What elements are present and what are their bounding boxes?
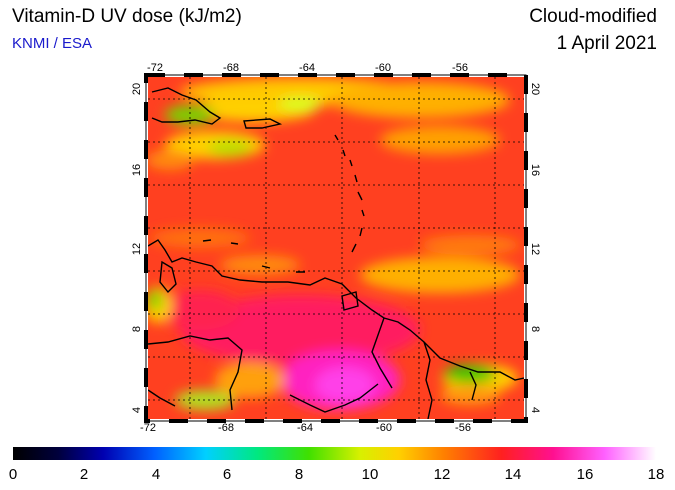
lon-tick-label: -68 [218, 422, 234, 434]
lat-tick-label: 8 [131, 326, 143, 332]
colorbar-label: 6 [222, 466, 232, 483]
colorbar-label: 16 [576, 466, 594, 483]
lat-axis-right: 20 16 12 8 4 [529, 83, 541, 413]
graticule [148, 77, 524, 419]
colorbar-label: 10 [361, 466, 379, 483]
colorbar-label: 12 [433, 466, 451, 483]
date-label: 1 April 2021 [556, 33, 657, 54]
lon-tick-label: -56 [452, 62, 468, 74]
credit-label: KNMI / ESA [12, 35, 93, 52]
product-label: Cloud-modified [529, 6, 657, 27]
colorbar-label: 4 [151, 466, 161, 483]
lat-tick-label: 20 [529, 83, 541, 95]
lon-tick-label: -56 [455, 422, 471, 434]
lon-tick-label: -64 [297, 422, 313, 434]
coastlines [148, 87, 524, 419]
lat-tick-label: 20 [131, 83, 143, 95]
lat-tick-label: 4 [529, 407, 541, 413]
lon-tick-label: -64 [299, 62, 315, 74]
lon-tick-label: -60 [375, 62, 391, 74]
colorbar-label: 14 [504, 466, 522, 483]
colorbar-label: 8 [294, 466, 304, 483]
lat-axis-left: 20 16 12 8 4 [131, 83, 143, 413]
lat-tick-label: 4 [131, 407, 143, 413]
lat-tick-label: 12 [529, 243, 541, 255]
colorbar [13, 447, 656, 460]
lat-tick-label: 16 [131, 164, 143, 176]
lon-tick-label: -72 [140, 422, 156, 434]
lat-tick-label: 16 [529, 164, 541, 176]
lon-tick-label: -68 [223, 62, 239, 74]
map-title: Vitamin-D UV dose (kJ/m2) [12, 6, 242, 27]
colorbar-label: 2 [79, 466, 89, 483]
lon-axis-top: -72 -68 -64 -60 -56 [147, 62, 468, 74]
colorbar-label: 0 [8, 466, 18, 483]
map-frame [144, 73, 528, 423]
colorbar-label: 18 [647, 466, 665, 483]
uv-dose-map: -72 -68 -64 -60 -56 -72 -68 -64 -60 -56 … [131, 62, 541, 434]
lon-tick-label: -72 [147, 62, 163, 74]
lat-tick-label: 8 [529, 326, 541, 332]
lon-axis-bottom: -72 -68 -64 -60 -56 [140, 422, 471, 434]
lat-tick-label: 12 [131, 243, 143, 255]
lon-tick-label: -60 [376, 422, 392, 434]
